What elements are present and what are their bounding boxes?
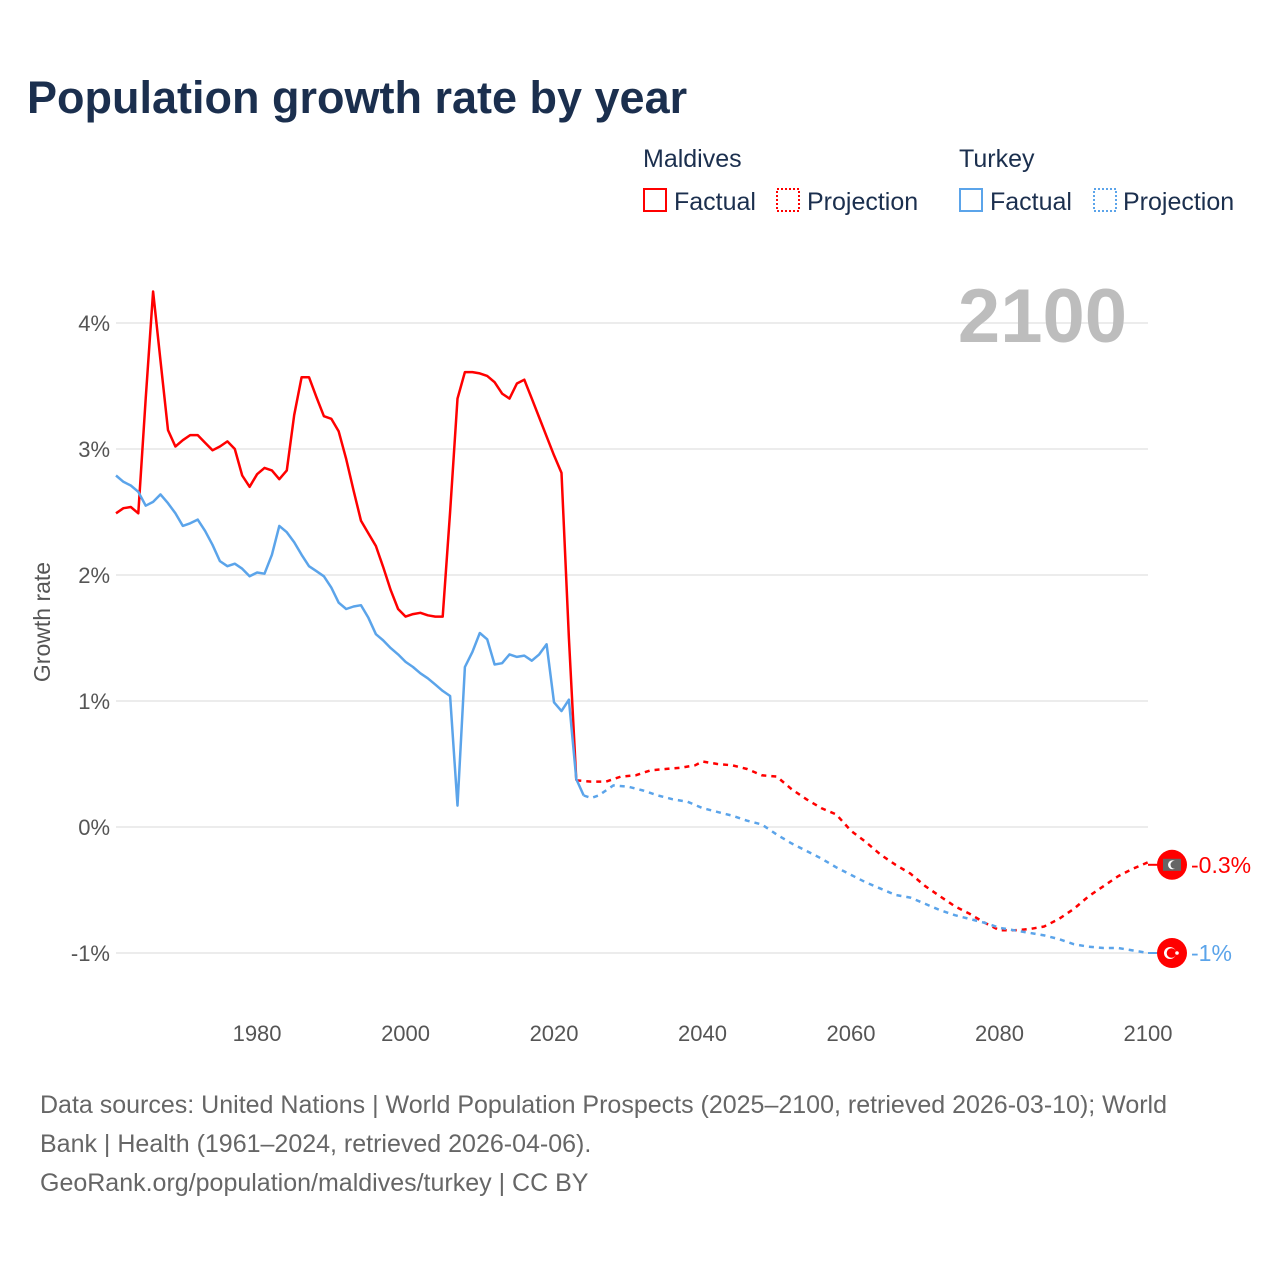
legend-group-turkey: Turkey [959,145,1035,173]
end-value-label: -1% [1191,940,1232,966]
maldives-flag-icon [1157,849,1187,880]
footer-link[interactable]: GeoRank.org/population/maldives/turkey |… [40,1169,589,1197]
end-labels: -0.3% -1% [1148,849,1251,968]
y-axis-ticks: 4% 3% 2% 1% 0% -1% [71,311,110,966]
x-tick-label: 2000 [381,1021,430,1046]
x-tick-label: 1980 [233,1021,282,1046]
turkey-factual-line [115,474,585,807]
turkey-flag-icon [1157,938,1187,968]
y-tick-label: -1% [71,941,110,966]
x-tick-label: 2040 [678,1021,727,1046]
maldives-projection-line [576,760,1149,932]
footer-sources-line1: Data sources: United Nations | World Pop… [40,1091,1167,1119]
x-tick-label: 2080 [975,1021,1024,1046]
maldives-factual-line [115,290,578,781]
end-value-label: -0.3% [1191,852,1251,878]
current-year-display: 2100 [958,274,1127,359]
legend-swatch-maldives-factual [643,188,667,212]
y-tick-label: 1% [78,689,110,714]
y-tick-label: 4% [78,311,110,336]
x-tick-label: 2020 [530,1021,579,1046]
series-lines [115,290,1149,955]
y-tick-label: 2% [78,563,110,588]
x-tick-label: 2100 [1124,1021,1173,1046]
footer-sources-line2: Bank | Health (1961–2024, retrieved 2026… [40,1130,591,1158]
legend-swatch-maldives-projection [776,188,800,212]
y-tick-label: 0% [78,815,110,840]
x-axis-ticks: 1980 2000 2020 2040 2060 2080 2100 [233,1021,1173,1046]
turkey-projection-line [583,784,1149,955]
legend-label-turkey-projection[interactable]: Projection [1123,188,1234,216]
legend-label-turkey-factual[interactable]: Factual [990,188,1072,216]
gridlines [116,322,1148,954]
legend-swatch-turkey-factual [959,188,983,212]
y-axis-label: Growth rate [29,562,55,682]
legend-swatch-turkey-projection [1093,188,1117,212]
legend-group-maldives: Maldives [643,145,742,173]
y-tick-label: 3% [78,437,110,462]
x-tick-label: 2060 [827,1021,876,1046]
legend: Maldives Factual Projection Turkey Factu… [643,145,1234,216]
chart-title: Population growth rate by year [27,72,687,123]
legend-label-maldives-projection[interactable]: Projection [807,188,918,216]
legend-label-maldives-factual[interactable]: Factual [674,188,756,216]
